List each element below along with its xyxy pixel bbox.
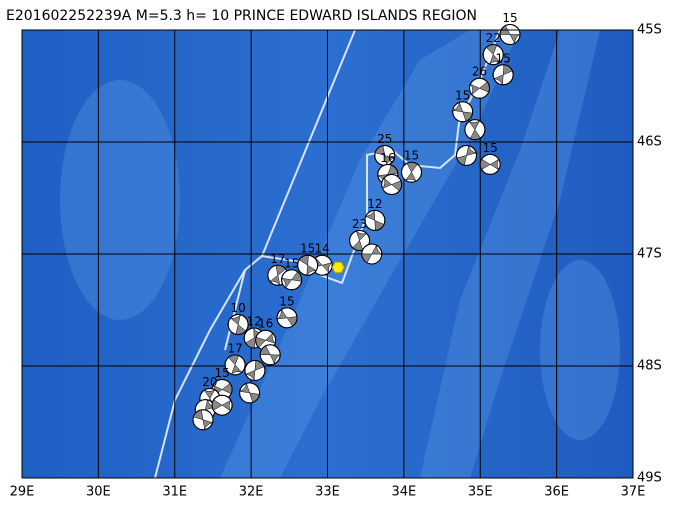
depth-label: 10 <box>231 301 246 315</box>
map-frame <box>21 29 634 479</box>
y-tick-label: 48S <box>637 359 662 374</box>
beachball-outline <box>464 119 486 141</box>
x-tick-label: 36E <box>544 485 569 500</box>
beachball-outline <box>224 354 246 376</box>
depth-label: 15 <box>483 141 498 155</box>
depth-label: 25 <box>377 132 392 146</box>
x-tick-label: 35E <box>468 485 493 500</box>
focal-mechanism <box>349 230 371 252</box>
depth-label: 14 <box>315 242 330 256</box>
beachball-outline <box>244 359 266 381</box>
x-tick-label: 37E <box>621 485 646 500</box>
plate-boundary <box>261 29 356 257</box>
beachball-outline <box>401 161 423 183</box>
focal-mechanism <box>464 119 486 141</box>
focal-mechanism <box>211 394 233 416</box>
depth-label: 17 <box>270 252 285 266</box>
beachball-outline <box>492 64 514 86</box>
x-tick-label: 29E <box>10 485 35 500</box>
x-tick-label: 31E <box>162 485 187 500</box>
y-tick-label: 45S <box>637 23 662 38</box>
beachball-outline <box>259 344 281 366</box>
beachball-outline <box>452 101 474 123</box>
depth-label: 26 <box>472 65 487 79</box>
focal-mechanism <box>244 359 266 381</box>
beachball-outline <box>361 243 383 265</box>
depth-label: 22 <box>486 31 501 45</box>
depth-label: 16 <box>380 151 395 165</box>
focal-mechanism <box>381 174 403 196</box>
focal-mechanism <box>192 409 214 431</box>
plate-boundary <box>224 269 246 351</box>
depth-label: 15 <box>502 11 517 25</box>
x-tick-label: 34E <box>391 485 416 500</box>
y-tick-label: 47S <box>637 247 662 262</box>
focal-mechanism <box>374 144 396 166</box>
beachball-outline <box>192 409 214 431</box>
depth-label: 17 <box>227 341 242 355</box>
depth-label: 20 <box>202 375 217 389</box>
x-tick-label: 32E <box>239 485 264 500</box>
beachball-outline <box>227 314 249 336</box>
focal-mechanism <box>401 161 423 183</box>
focal-mechanism <box>224 354 246 376</box>
focal-mechanism <box>227 314 249 336</box>
map-title: E201602252239A M=5.3 h= 10 PRINCE EDWARD… <box>6 8 477 24</box>
y-tick-label: 46S <box>637 135 662 150</box>
focal-mechanism <box>281 269 303 291</box>
x-tick-label: 30E <box>86 485 111 500</box>
depth-label: 12 <box>247 315 262 329</box>
focal-mechanism <box>259 344 281 366</box>
focal-mechanism <box>361 243 383 265</box>
focal-mechanism <box>364 209 386 231</box>
beachball-outline <box>211 394 233 416</box>
focal-mechanism <box>239 382 261 404</box>
focal-mechanism <box>297 254 319 276</box>
depth-label: 15 <box>496 51 511 65</box>
beachball-outline <box>239 382 261 404</box>
depth-label: 15 <box>284 256 299 270</box>
depth-label: 15 <box>300 242 315 256</box>
y-tick-label: 49S <box>637 471 662 486</box>
focal-mechanism <box>492 64 514 86</box>
beachball-outline <box>479 153 501 175</box>
beachball-outline <box>468 77 490 99</box>
depth-label: 15 <box>455 88 470 102</box>
beachball-outline <box>281 269 303 291</box>
focal-mechanism <box>468 77 490 99</box>
focal-mechanism <box>452 101 474 123</box>
depth-label: 15 <box>214 366 229 380</box>
beachball-outline <box>499 23 521 45</box>
beachball-outline <box>349 230 371 252</box>
depth-label: 23 <box>352 217 367 231</box>
beachball-outline <box>297 254 319 276</box>
focal-mechanism <box>482 44 504 66</box>
depth-label: 12 <box>367 197 382 211</box>
depth-label: 15 <box>404 149 419 163</box>
epicenter <box>331 261 345 274</box>
depth-label: 15 <box>279 294 294 308</box>
depth-label: 16 <box>258 317 273 331</box>
focal-mechanism <box>479 153 501 175</box>
focal-mechanism <box>456 144 478 166</box>
beachball-outline <box>381 174 403 196</box>
beachball-outline <box>456 144 478 166</box>
focal-mechanism <box>499 23 521 45</box>
x-tick-label: 33E <box>315 485 340 500</box>
beachball-outline <box>482 44 504 66</box>
beachball-outline <box>364 209 386 231</box>
focal-mechanism <box>276 307 298 329</box>
beachball-outline <box>276 307 298 329</box>
